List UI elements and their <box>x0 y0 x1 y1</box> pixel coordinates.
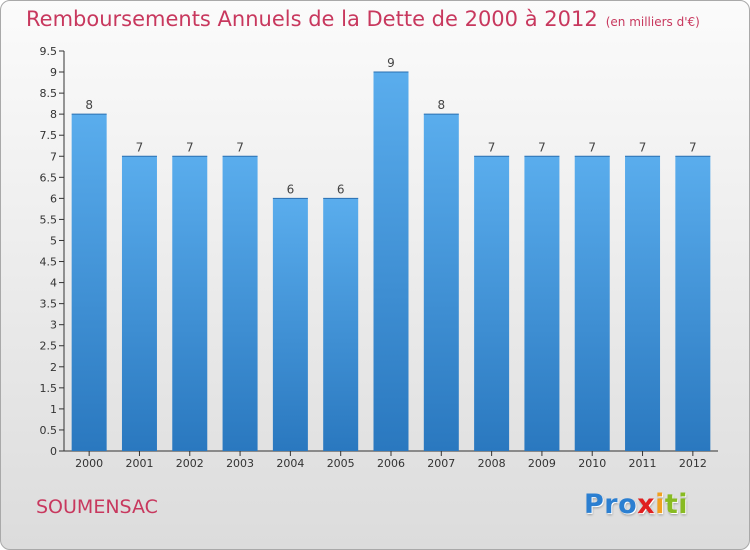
data-label: 8 <box>437 98 445 112</box>
bar <box>71 114 107 451</box>
y-tick-label: 6.5 <box>40 171 58 184</box>
y-tick-label: 1.5 <box>40 382 58 395</box>
data-label: 9 <box>387 56 395 70</box>
data-label: 7 <box>186 140 194 154</box>
data-label: 6 <box>287 182 295 196</box>
y-tick-label: 0.5 <box>40 424 58 437</box>
y-tick-label: 9 <box>50 66 57 79</box>
y-tick-label: 0 <box>50 445 57 458</box>
bar <box>474 156 510 451</box>
bar <box>323 198 359 451</box>
data-label: 7 <box>538 140 546 154</box>
x-tick-label: 2012 <box>679 457 707 470</box>
bar <box>524 156 560 451</box>
y-axis: 0 0.5 1 1.5 2 2.5 3 3.5 4 4.5 5 5.5 6 6.5 7 7.5 8 8.5 9 9.5 <box>40 45 65 458</box>
data-label: 7 <box>236 140 244 154</box>
x-tick-label: 2002 <box>176 457 204 470</box>
y-tick-label: 7 <box>50 150 57 163</box>
bars: 8 7 7 7 6 6 9 8 7 7 7 7 7 <box>71 56 711 451</box>
commune-name: SOUMENSAC <box>36 496 158 518</box>
proxiti-logo: Proxiti <box>584 489 689 520</box>
y-tick-label: 3.5 <box>40 298 58 311</box>
y-tick-label: 4.5 <box>40 256 58 269</box>
bar <box>172 156 208 451</box>
bar <box>625 156 661 451</box>
chart-title: Remboursements Annuels de la Dette de 20… <box>26 7 700 31</box>
x-tick-label: 2001 <box>125 457 153 470</box>
data-label: 7 <box>488 140 496 154</box>
y-tick-label: 2.5 <box>40 340 58 353</box>
y-tick-label: 5 <box>50 234 57 247</box>
chart-title-text: Remboursements Annuels de la Dette de 20… <box>26 7 598 31</box>
data-label: 6 <box>337 182 345 196</box>
y-tick-label: 7.5 <box>40 129 58 142</box>
y-tick-label: 3 <box>50 319 57 332</box>
x-tick-label: 2004 <box>276 457 304 470</box>
x-tick-label: 2008 <box>478 457 506 470</box>
y-tick-label: 1 <box>50 403 57 416</box>
data-label: 7 <box>689 140 697 154</box>
data-label: 7 <box>639 140 647 154</box>
bar <box>121 156 157 451</box>
x-tick-label: 2005 <box>327 457 355 470</box>
bar <box>574 156 610 451</box>
x-tick-label: 2003 <box>226 457 254 470</box>
x-tick-label: 2007 <box>427 457 455 470</box>
bar <box>222 156 258 451</box>
x-tick-label: 2010 <box>578 457 606 470</box>
data-label: 7 <box>136 140 144 154</box>
y-tick-label: 2 <box>50 361 57 374</box>
bar <box>423 114 459 451</box>
bar <box>272 198 308 451</box>
bar <box>373 72 409 451</box>
x-tick-label: 2011 <box>629 457 657 470</box>
x-tick-label: 2000 <box>75 457 103 470</box>
chart-unit: (en milliers d'€) <box>605 15 700 29</box>
x-tick-label: 2006 <box>377 457 405 470</box>
x-tick-label: 2009 <box>528 457 556 470</box>
y-tick-label: 8.5 <box>40 87 58 100</box>
data-label: 7 <box>588 140 596 154</box>
data-label: 8 <box>85 98 93 112</box>
y-tick-label: 4 <box>50 277 57 290</box>
y-tick-label: 9.5 <box>40 45 58 58</box>
y-tick-label: 8 <box>50 108 57 121</box>
bar <box>675 156 711 451</box>
y-tick-label: 5.5 <box>40 213 58 226</box>
y-tick-label: 6 <box>50 192 57 205</box>
x-axis: 2000 2001 2002 2003 2004 2005 2006 2007 2008 2009… <box>64 450 718 470</box>
